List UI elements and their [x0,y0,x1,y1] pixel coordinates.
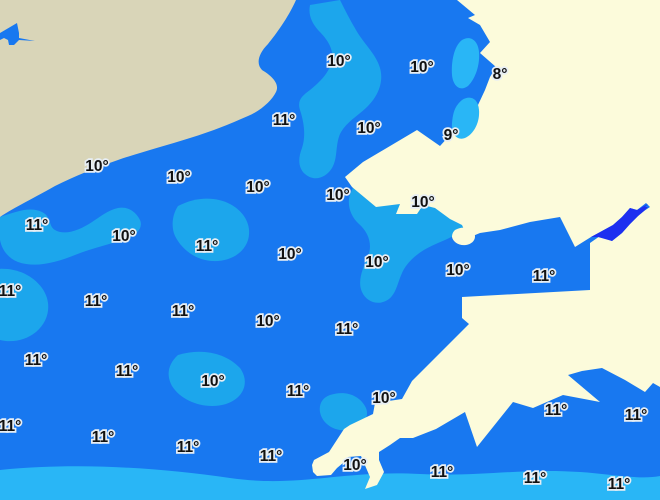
svg-text:10°: 10° [372,390,395,407]
svg-text:11°: 11° [0,418,21,435]
svg-text:11°: 11° [545,402,568,419]
svg-text:11°: 11° [26,217,49,234]
svg-text:11°: 11° [92,429,115,446]
svg-text:10°: 10° [85,158,108,175]
svg-text:11°: 11° [25,352,48,369]
svg-text:10°: 10° [112,228,135,245]
svg-text:10°: 10° [167,169,190,186]
svg-text:11°: 11° [116,363,139,380]
svg-text:10°: 10° [410,59,433,76]
svg-text:11°: 11° [287,383,310,400]
svg-text:10°: 10° [343,457,366,474]
svg-text:11°: 11° [0,283,21,300]
svg-text:11°: 11° [533,268,556,285]
svg-text:10°: 10° [326,187,349,204]
svg-text:11°: 11° [196,238,219,255]
svg-text:8°: 8° [493,66,508,83]
svg-text:10°: 10° [246,179,269,196]
svg-text:10°: 10° [411,194,434,211]
svg-text:11°: 11° [177,439,200,456]
svg-text:11°: 11° [85,293,108,310]
svg-text:11°: 11° [273,112,296,129]
svg-text:11°: 11° [336,321,359,338]
svg-text:9°: 9° [444,127,459,144]
svg-text:10°: 10° [357,120,380,137]
svg-text:11°: 11° [608,476,631,493]
svg-text:10°: 10° [365,254,388,271]
svg-text:11°: 11° [625,407,648,424]
svg-text:10°: 10° [327,53,350,70]
svg-text:11°: 11° [260,448,283,465]
svg-text:11°: 11° [524,470,547,487]
svg-text:10°: 10° [446,262,469,279]
svg-text:11°: 11° [172,303,195,320]
svg-text:10°: 10° [278,246,301,263]
svg-text:10°: 10° [256,313,279,330]
svg-text:10°: 10° [201,373,224,390]
svg-text:11°: 11° [431,464,454,481]
